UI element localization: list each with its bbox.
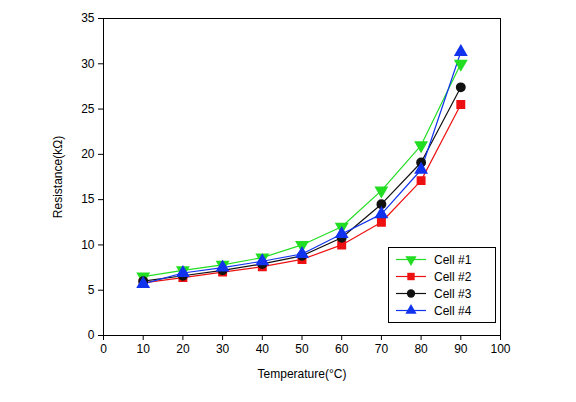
svg-text:0: 0 [100, 342, 107, 356]
svg-text:50: 50 [295, 342, 309, 356]
svg-text:Cell #3: Cell #3 [434, 287, 472, 301]
svg-text:80: 80 [414, 342, 428, 356]
svg-text:60: 60 [335, 342, 349, 356]
svg-text:15: 15 [81, 192, 95, 206]
svg-text:0: 0 [88, 328, 95, 342]
svg-text:30: 30 [81, 57, 95, 71]
svg-text:10: 10 [81, 238, 95, 252]
svg-text:10: 10 [137, 342, 151, 356]
svg-text:Temperature(°C): Temperature(°C) [258, 367, 347, 381]
svg-text:25: 25 [81, 102, 95, 116]
svg-text:100: 100 [490, 342, 510, 356]
svg-text:5: 5 [88, 283, 95, 297]
svg-text:20: 20 [81, 147, 95, 161]
svg-text:70: 70 [375, 342, 389, 356]
svg-text:20: 20 [176, 342, 190, 356]
svg-text:40: 40 [256, 342, 270, 356]
svg-text:35: 35 [81, 11, 95, 25]
svg-text:Cell #1: Cell #1 [434, 253, 472, 267]
svg-text:Cell #2: Cell #2 [434, 270, 472, 284]
svg-text:Resistance(kΩ): Resistance(kΩ) [51, 136, 65, 218]
svg-text:30: 30 [216, 342, 230, 356]
svg-text:90: 90 [454, 342, 468, 356]
svg-text:Cell #4: Cell #4 [434, 304, 472, 318]
